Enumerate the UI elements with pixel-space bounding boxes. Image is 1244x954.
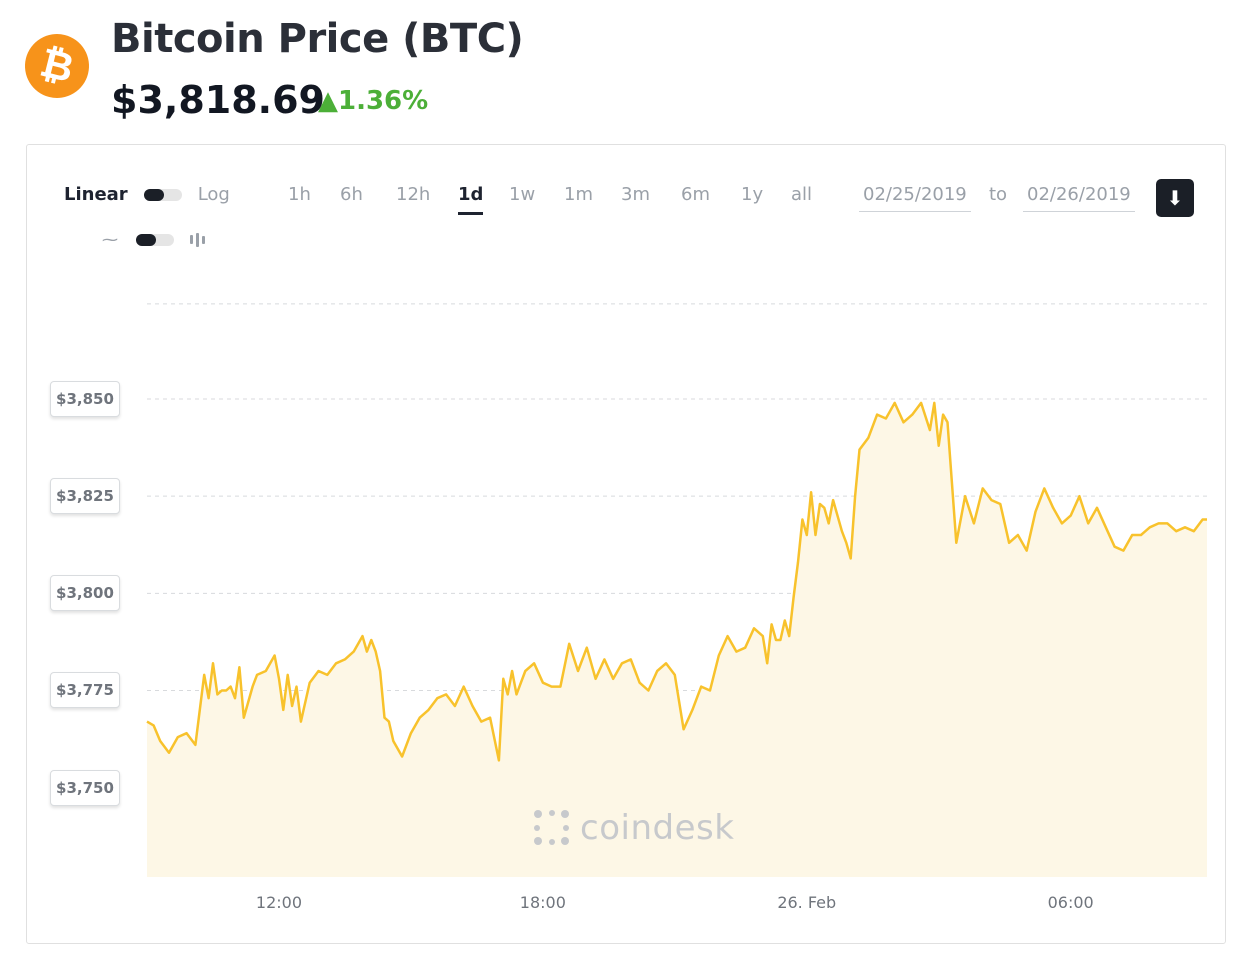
scale-toggle-row: Linear Log bbox=[64, 184, 230, 205]
coindesk-watermark: coindesk bbox=[532, 808, 734, 848]
range-12h[interactable]: 12h bbox=[396, 184, 431, 205]
date-to-label: to bbox=[989, 184, 1008, 205]
chart-panel bbox=[26, 144, 1226, 944]
chart-type-toggle-row: ⁓ bbox=[102, 230, 205, 249]
price-area-fill bbox=[147, 402, 1207, 877]
y-tick-label: $3,775 bbox=[50, 672, 120, 709]
scale-toggle[interactable] bbox=[143, 188, 182, 201]
download-button[interactable]: ⬇ bbox=[1156, 179, 1194, 217]
page-title: Bitcoin Price (BTC) bbox=[111, 16, 524, 62]
range-6h[interactable]: 6h bbox=[340, 184, 363, 205]
y-tick-label: $3,850 bbox=[50, 381, 120, 418]
range-3m[interactable]: 3m bbox=[621, 184, 650, 205]
range-1m[interactable]: 1m bbox=[564, 184, 593, 205]
line-chart-icon[interactable]: ⁓ bbox=[102, 230, 118, 249]
x-tick-label: 26. Feb bbox=[777, 893, 837, 912]
candle-bar-2 bbox=[196, 232, 199, 247]
price-change: ▲1.36% bbox=[318, 86, 429, 116]
coindesk-logo-icon bbox=[534, 810, 569, 845]
range-6m[interactable]: 6m bbox=[681, 184, 710, 205]
scale-toggle-knob bbox=[143, 188, 164, 201]
range-1d[interactable]: 1d bbox=[458, 184, 484, 215]
range-1h[interactable]: 1h bbox=[288, 184, 311, 205]
price-line bbox=[146, 401, 1207, 762]
candle-bar-1 bbox=[190, 235, 193, 244]
range-1w[interactable]: 1w bbox=[509, 184, 536, 205]
range-all[interactable]: all bbox=[791, 184, 813, 205]
scale-log-label[interactable]: Log bbox=[197, 184, 230, 205]
y-tick-label: $3,825 bbox=[50, 478, 120, 515]
x-tick-label: 18:00 bbox=[519, 893, 566, 912]
watermark-text: coindesk bbox=[580, 808, 735, 848]
y-tick-label: $3,800 bbox=[50, 575, 120, 612]
date-from-input[interactable]: 02/25/2019 bbox=[859, 184, 971, 212]
x-tick-label: 12:00 bbox=[255, 893, 302, 912]
chart-type-toggle[interactable] bbox=[136, 233, 174, 246]
current-price: $3,818.69 bbox=[111, 78, 325, 122]
chart-type-toggle-knob bbox=[136, 233, 156, 246]
range-1y[interactable]: 1y bbox=[741, 184, 764, 205]
date-to-input[interactable]: 02/26/2019 bbox=[1023, 184, 1135, 212]
y-tick-label: $3,750 bbox=[50, 769, 120, 806]
candlestick-icon[interactable] bbox=[190, 232, 205, 247]
candle-bar-3 bbox=[202, 235, 205, 244]
scale-linear-label[interactable]: Linear bbox=[64, 184, 128, 205]
download-icon: ⬇ bbox=[1166, 186, 1184, 210]
x-tick-label: 06:00 bbox=[1047, 893, 1094, 912]
